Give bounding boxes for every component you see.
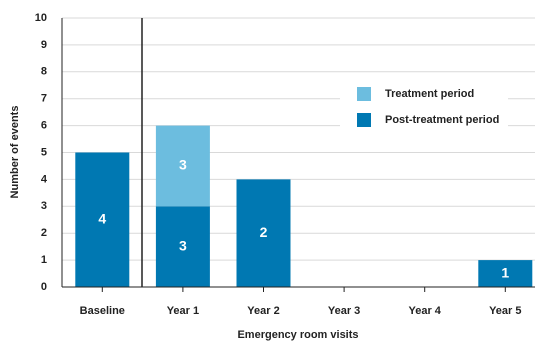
x-tick-label: Year 3 bbox=[328, 305, 360, 317]
bar-label: 1 bbox=[501, 264, 509, 280]
y-tick-label: 0 bbox=[41, 281, 47, 293]
bar-segment bbox=[236, 179, 291, 287]
bars: 4 3 2 1 3 bbox=[75, 125, 533, 287]
y-tick-label: 9 bbox=[41, 39, 47, 51]
y-tick-label: 8 bbox=[41, 66, 47, 78]
legend-label: Post-treatment period bbox=[385, 114, 499, 126]
x-tick-label: Year 4 bbox=[408, 305, 441, 317]
legend-swatch bbox=[357, 113, 371, 127]
y-tick-label: 7 bbox=[41, 93, 47, 105]
bar-segment bbox=[155, 206, 210, 287]
y-tick-label: 1 bbox=[41, 254, 47, 266]
bar-label: 3 bbox=[179, 157, 187, 173]
y-tick-label: 10 bbox=[35, 12, 47, 24]
y-tick-label: 5 bbox=[41, 146, 47, 158]
bar-label: 3 bbox=[179, 237, 187, 253]
x-tick-label: Baseline bbox=[80, 305, 125, 317]
y-tick-label: 3 bbox=[41, 200, 47, 212]
y-tick-label: 6 bbox=[41, 120, 47, 132]
bar-segment bbox=[75, 152, 130, 287]
bar-label: 4 bbox=[98, 210, 106, 226]
y-tick-label: 4 bbox=[41, 173, 48, 185]
x-tick-label: Year 2 bbox=[247, 305, 279, 317]
x-axis-label: Emergency room visits bbox=[237, 329, 358, 341]
bar-segment bbox=[155, 125, 210, 207]
x-tick-label: Year 1 bbox=[167, 305, 199, 317]
x-tick-label: Year 5 bbox=[489, 305, 521, 317]
bar-segment bbox=[478, 260, 533, 287]
y-tick-label: 2 bbox=[41, 227, 47, 239]
legend: Post-treatment period Treatment period bbox=[340, 82, 508, 136]
y-axis-label: Number of events bbox=[9, 106, 21, 199]
legend-swatch bbox=[357, 87, 371, 101]
legend-label: Treatment period bbox=[385, 88, 474, 100]
bar-label: 2 bbox=[260, 224, 268, 240]
